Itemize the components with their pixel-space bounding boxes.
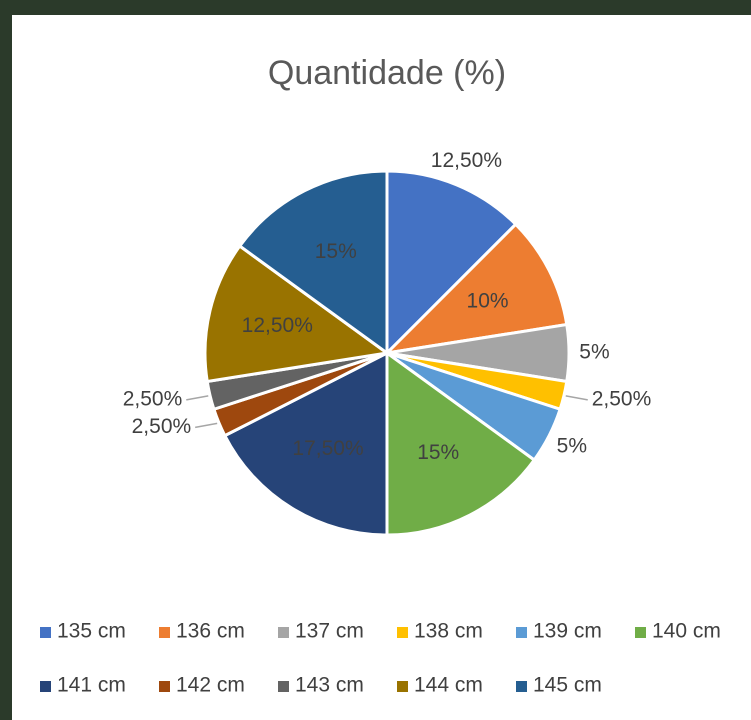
- legend-label: 139 cm: [533, 620, 602, 643]
- legend-swatch: [397, 681, 408, 692]
- legend-swatch: [397, 627, 408, 638]
- data-label: 2,50%: [592, 387, 652, 410]
- legend-swatch: [278, 681, 289, 692]
- leader-line: [195, 422, 218, 429]
- legend-label: 145 cm: [533, 674, 602, 697]
- legend-swatch: [635, 627, 646, 638]
- legend-label: 137 cm: [295, 620, 364, 643]
- data-label: 12,50%: [242, 314, 313, 337]
- legend-swatch: [516, 627, 527, 638]
- leader-line: [186, 395, 209, 401]
- data-label: 17,50%: [292, 437, 363, 460]
- legend-label: 143 cm: [295, 674, 364, 697]
- data-label: 5%: [557, 435, 587, 458]
- legend-swatch: [159, 627, 170, 638]
- pie-slice: [382, 222, 569, 356]
- legend-label: 135 cm: [57, 620, 126, 643]
- data-label: 15%: [315, 240, 357, 263]
- pie-slice: [385, 350, 537, 537]
- data-label: 2,50%: [123, 387, 183, 410]
- chart-title: Quantidade (%): [268, 54, 506, 92]
- pie-slice: [222, 350, 389, 537]
- pie-slice: [203, 243, 391, 384]
- legend-swatch: [278, 627, 289, 638]
- data-label: 10%: [467, 289, 509, 312]
- legend-label: 136 cm: [176, 620, 245, 643]
- data-label: 2,50%: [132, 415, 192, 438]
- data-label: 15%: [417, 441, 459, 464]
- legend-label: 141 cm: [57, 674, 126, 697]
- legend-label: 140 cm: [652, 620, 721, 643]
- legend-swatch: [516, 681, 527, 692]
- legend-label: 142 cm: [176, 674, 245, 697]
- pie-slice: [385, 169, 518, 357]
- pie-slice: [237, 169, 389, 356]
- data-label: 5%: [579, 341, 609, 364]
- legend-label: 144 cm: [414, 674, 483, 697]
- legend-swatch: [40, 627, 51, 638]
- legend-label: 138 cm: [414, 620, 483, 643]
- legend-swatch: [159, 681, 170, 692]
- data-label: 12,50%: [431, 149, 502, 172]
- leader-line: [565, 395, 588, 401]
- legend-swatch: [40, 681, 51, 692]
